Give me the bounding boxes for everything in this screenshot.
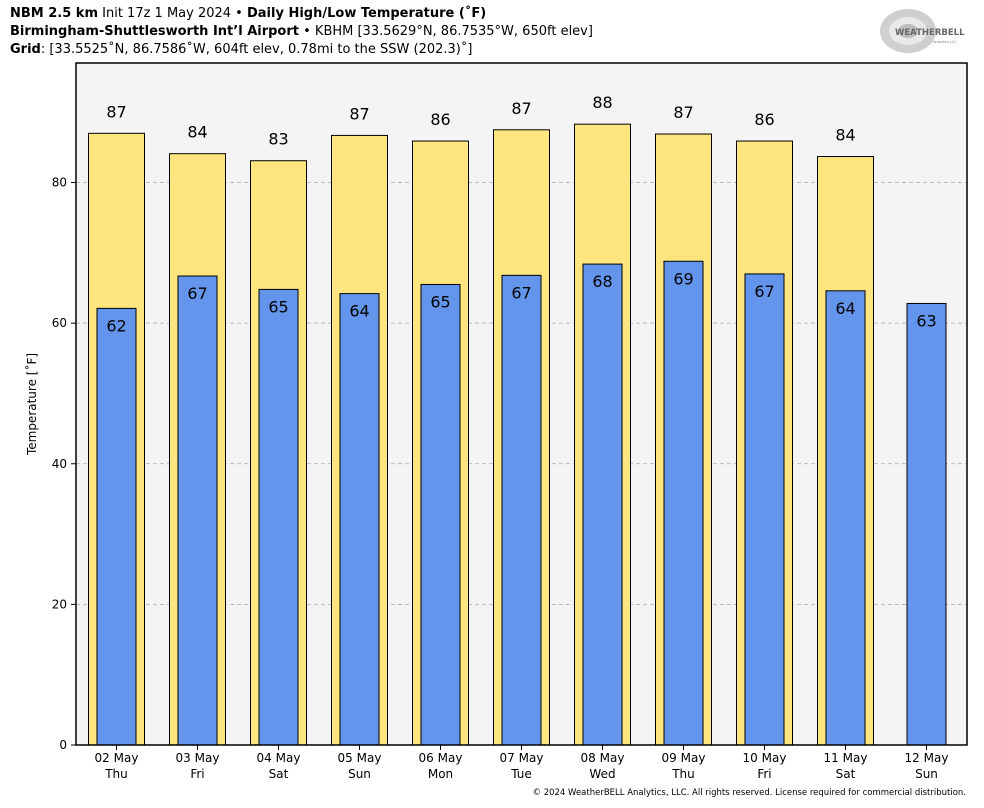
- high-temp-label: 84: [187, 123, 207, 142]
- x-tick-day: Sat: [836, 767, 856, 781]
- low-temp-label: 67: [754, 282, 774, 301]
- grid-label: Grid: [10, 42, 41, 57]
- y-tick-label: 0: [59, 738, 67, 752]
- low-temp-bar: [339, 293, 380, 746]
- low-temp-label: 62: [106, 316, 126, 335]
- x-tick-day: Fri: [757, 767, 771, 781]
- chart-title-line-1: NBM 2.5 km Init 17z 1 May 2024 • Daily H…: [10, 5, 486, 22]
- weatherbell-logo: WEATHERBELL Analytics LLC: [880, 9, 965, 53]
- y-tick-label: 20: [52, 597, 67, 611]
- low-temp-bar: [906, 302, 947, 746]
- product-name: Daily High/Low Temperature (˚F): [246, 6, 487, 21]
- init-time: Init 17z 1 May 2024 •: [98, 6, 247, 21]
- high-temp-label: 87: [673, 103, 693, 122]
- x-tick-date: 10 May: [743, 751, 787, 765]
- low-temp-label: 63: [916, 311, 936, 330]
- low-temp-bar: [258, 288, 299, 746]
- low-temp-bar: [177, 275, 218, 746]
- x-tick-day: Thu: [671, 767, 695, 781]
- copyright-footer: © 2024 WeatherBELL Analytics, LLC. All r…: [532, 788, 966, 798]
- model-name: NBM 2.5 km: [10, 6, 98, 21]
- x-axis-ticks: 02 May Thu 03 May Fri 04 May Sat 05 May Sun 06 M…: [95, 745, 949, 781]
- x-tick-day: Mon: [428, 767, 453, 781]
- high-temp-label: 86: [754, 110, 774, 129]
- low-temp-bar: [582, 263, 623, 746]
- chart-title-line-3: Grid: [33.5525˚N, 86.7586˚W, 604ft elev,…: [10, 41, 472, 58]
- low-temp-label: 69: [673, 269, 693, 288]
- low-temp-bar: [96, 307, 137, 746]
- low-temp-label: 65: [430, 292, 450, 311]
- low-temp-label: 67: [511, 283, 531, 302]
- high-temp-label: 86: [430, 110, 450, 129]
- x-tick-day: Sun: [348, 767, 371, 781]
- x-tick-day: Fri: [190, 767, 204, 781]
- low-temp-label: 64: [835, 299, 855, 318]
- x-tick-day: Thu: [104, 767, 128, 781]
- y-tick-label: 80: [52, 176, 67, 190]
- x-tick-day: Tue: [510, 767, 532, 781]
- x-tick-date: 07 May: [500, 751, 544, 765]
- x-tick-date: 05 May: [338, 751, 382, 765]
- x-tick-date: 12 May: [905, 751, 949, 765]
- logo-subtext: Analytics LLC: [933, 40, 957, 44]
- chart-title-line-2: Birmingham-Shuttlesworth Int’l Airport •…: [10, 23, 593, 40]
- low-temp-label: 64: [349, 302, 369, 321]
- low-temp-bar: [744, 273, 785, 746]
- high-temp-label: 84: [835, 126, 855, 145]
- grid-details: : [33.5525˚N, 86.7586˚W, 604ft elev, 0.7…: [40, 42, 473, 57]
- high-temp-label: 87: [349, 104, 369, 123]
- low-temp-bar: [825, 290, 866, 746]
- low-temp-label: 68: [592, 272, 612, 291]
- logo-text: WEATHERBELL: [895, 28, 965, 38]
- low-temp-bar: [663, 260, 704, 746]
- plot-border: [75, 62, 968, 746]
- x-tick-date: 11 May: [824, 751, 868, 765]
- low-temp-bar: [501, 274, 542, 746]
- low-temp-label: 65: [268, 297, 288, 316]
- y-axis-label: Temperature [˚F]: [24, 353, 39, 456]
- high-temp-label: 83: [268, 130, 288, 149]
- x-tick-day: Sun: [915, 767, 938, 781]
- low-temp-label: 67: [187, 284, 207, 303]
- x-tick-date: 08 May: [581, 751, 625, 765]
- y-tick-label: 60: [52, 316, 67, 330]
- high-temp-label: 88: [592, 93, 612, 112]
- bars: [88, 123, 947, 746]
- x-tick-date: 03 May: [176, 751, 220, 765]
- y-tick-label: 40: [52, 457, 67, 471]
- high-temp-label: 87: [106, 102, 126, 121]
- low-temp-bar: [420, 283, 461, 746]
- x-tick-day: Sat: [269, 767, 289, 781]
- station-name: Birmingham-Shuttlesworth Int’l Airport: [10, 24, 299, 39]
- high-temp-label: 87: [511, 99, 531, 118]
- y-axis-ticks: 0 20 40 60 80: [52, 176, 76, 752]
- value-labels: 87 62 84 67 83 65 87 64 86 65 87 67 88 68 87 69 86 67 84 64…: [106, 93, 936, 335]
- station-details: • KBHM [33.5629°N, 86.7535°W, 650ft elev…: [298, 24, 593, 39]
- x-tick-date: 04 May: [257, 751, 301, 765]
- x-tick-day: Wed: [589, 767, 615, 781]
- x-tick-date: 02 May: [95, 751, 139, 765]
- x-tick-date: 09 May: [662, 751, 706, 765]
- x-tick-date: 06 May: [419, 751, 463, 765]
